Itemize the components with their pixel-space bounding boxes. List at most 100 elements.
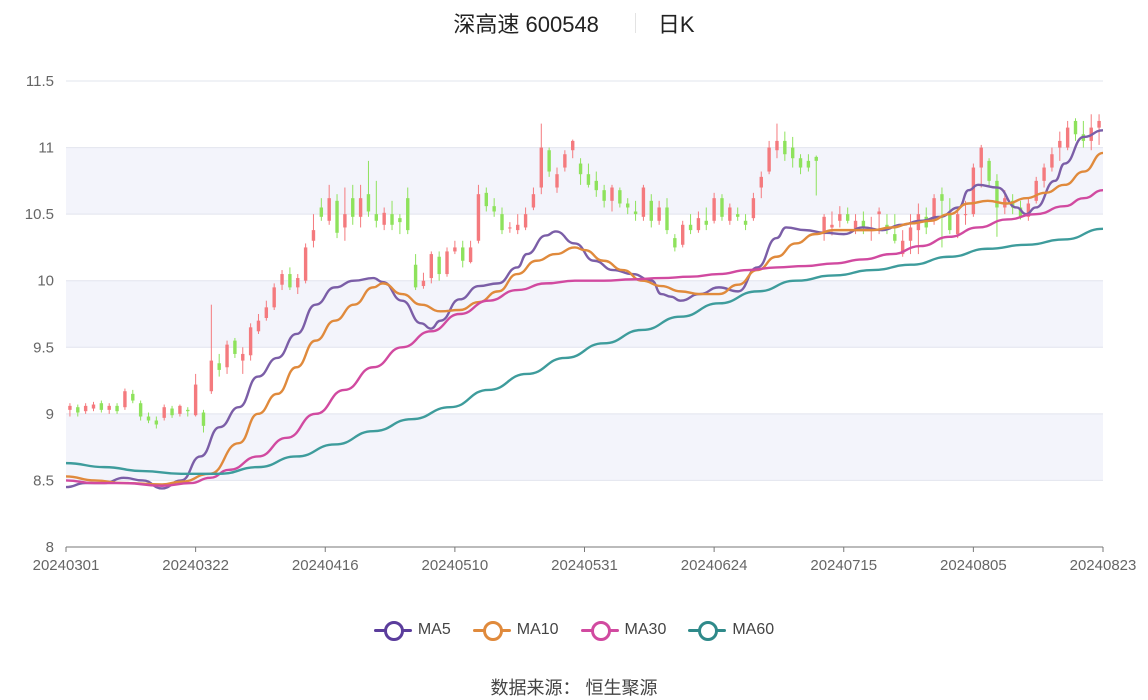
candle: [523, 207, 528, 231]
candle-body: [398, 218, 402, 223]
candle: [665, 198, 669, 235]
candle-body: [296, 278, 300, 288]
candle-body: [633, 211, 638, 215]
candle: [814, 155, 818, 196]
candle-body: [814, 156, 818, 161]
candle-body: [932, 198, 936, 221]
candle-body: [76, 407, 80, 413]
candle: [783, 131, 787, 161]
candle: [775, 123, 779, 159]
candle-body: [955, 214, 960, 235]
candle-body: [516, 224, 520, 231]
candle-body: [523, 214, 528, 228]
candle-body: [390, 214, 394, 225]
x-tick-label: 20240531: [551, 557, 618, 574]
candle: [712, 192, 716, 224]
legend-item-ma5[interactable]: MA5: [373, 620, 451, 641]
candle-body: [508, 227, 512, 229]
candle: [720, 194, 724, 221]
candle-body: [429, 254, 434, 279]
plot-band: [66, 413, 1103, 481]
candle-body: [900, 240, 905, 255]
title-divider: [634, 13, 636, 33]
candle-body: [131, 393, 135, 401]
candle: [885, 214, 889, 235]
grid-lines: [66, 80, 1103, 548]
candle-body: [979, 147, 983, 168]
candle-body: [476, 194, 481, 241]
candle: [303, 243, 308, 284]
legend-item-ma30[interactable]: MA30: [580, 620, 667, 641]
candle-body: [877, 211, 881, 215]
candle-body: [948, 214, 952, 231]
chart-period: 日K: [657, 12, 695, 37]
legend-label-ma30: MA30: [624, 621, 667, 638]
candle-body: [735, 214, 740, 217]
candle: [256, 314, 261, 334]
candle-body: [162, 407, 166, 418]
candle-body: [146, 416, 151, 421]
candle-body: [602, 190, 606, 201]
candle: [555, 167, 559, 193]
legend-marker-ma30: [580, 620, 619, 641]
candle-body: [280, 274, 284, 285]
candle-body: [445, 251, 449, 275]
source-value: 恒生聚源: [585, 678, 658, 698]
candle-body: [555, 174, 559, 188]
candle-body: [712, 198, 716, 221]
candle-body: [500, 214, 504, 231]
legend-item-ma10[interactable]: MA10: [472, 620, 559, 641]
ma-line-ma60: [65, 227, 1104, 475]
candle-body: [798, 158, 803, 168]
ma-line-ma30: [65, 188, 1104, 487]
candle-body: [586, 174, 591, 185]
candle-body: [1050, 154, 1054, 168]
legend-item-ma60[interactable]: MA60: [688, 620, 775, 641]
candle-body: [327, 198, 331, 221]
legend-label-ma60: MA60: [732, 621, 775, 638]
candle: [343, 187, 347, 241]
candle-body: [971, 167, 976, 215]
candle-body: [68, 405, 72, 410]
candle-body: [366, 194, 371, 212]
candle-body: [665, 207, 669, 231]
candle: [154, 416, 159, 429]
candle: [893, 214, 897, 244]
candle: [476, 184, 481, 244]
candle-body: [484, 192, 488, 207]
candle: [1058, 131, 1062, 161]
moving-average-lines: [65, 129, 1104, 490]
candle-body: [241, 353, 245, 361]
candle-body: [1026, 203, 1031, 217]
legend-marker-ma60: [688, 620, 727, 641]
candle: [390, 200, 394, 231]
candle-body: [1097, 120, 1101, 128]
y-tick-label: 8.5: [33, 472, 54, 489]
candle-body: [138, 403, 143, 417]
candle: [201, 409, 206, 433]
candle: [217, 353, 221, 377]
legend-marker-ma10: [472, 620, 511, 641]
source-label: 数据来源：: [490, 678, 581, 698]
candle: [429, 251, 434, 284]
candle-body: [940, 194, 944, 201]
candle-body: [319, 207, 324, 217]
candle-body: [657, 207, 661, 221]
candle: [107, 403, 111, 414]
candle: [484, 187, 488, 212]
candle-body: [704, 220, 708, 225]
candle-body: [995, 180, 999, 208]
candle: [335, 194, 339, 239]
x-tick-label: 20240322: [162, 557, 229, 574]
candle-body: [115, 405, 119, 412]
candle: [225, 340, 229, 374]
candle: [374, 180, 379, 228]
candle: [264, 300, 269, 321]
candle-body: [649, 200, 653, 221]
candle-body: [783, 140, 787, 155]
candle: [280, 270, 284, 291]
candle-body: [225, 344, 229, 368]
candle: [351, 184, 355, 225]
candle: [728, 203, 732, 225]
candle-body: [217, 363, 221, 370]
